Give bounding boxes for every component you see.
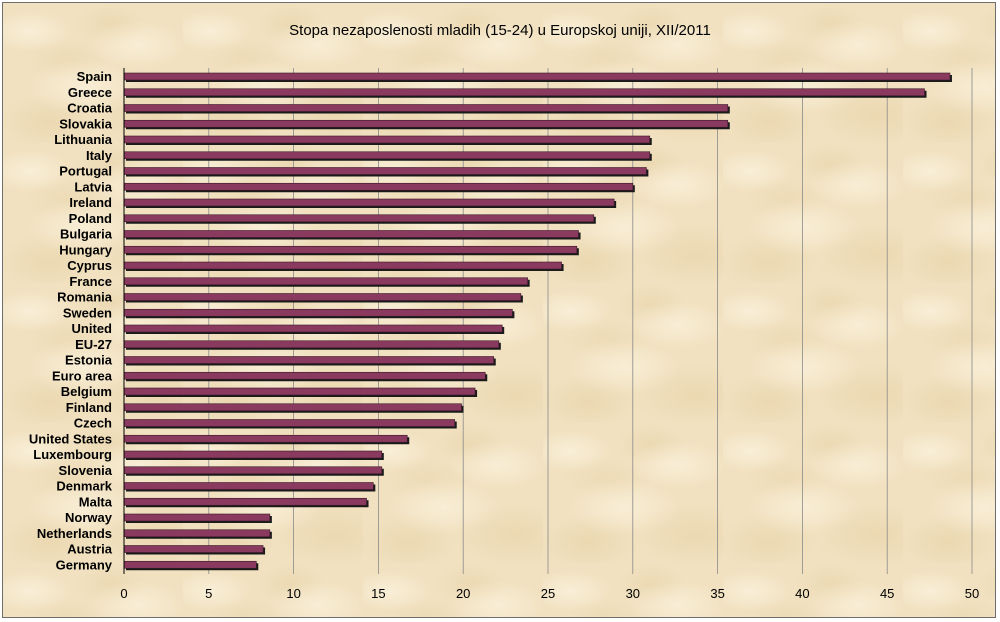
bar	[123, 419, 456, 427]
category-label: Austria	[67, 542, 113, 557]
x-tick-label: 30	[626, 586, 640, 601]
bars	[123, 72, 952, 571]
bar	[123, 434, 408, 443]
bar	[123, 261, 562, 270]
bar	[123, 545, 264, 553]
bar	[123, 245, 578, 254]
bar	[123, 387, 476, 396]
x-tick-label: 20	[456, 586, 470, 601]
category-label: Romania	[57, 290, 113, 305]
x-tick-label: 35	[710, 586, 724, 601]
bar	[123, 482, 374, 490]
bar	[123, 356, 495, 364]
bar	[123, 513, 271, 522]
category-label: Portugal	[59, 164, 112, 179]
category-label: Euro area	[52, 368, 113, 383]
category-label: Malta	[79, 494, 113, 509]
bar	[123, 497, 367, 506]
category-label: France	[69, 274, 112, 289]
x-tick-label: 45	[880, 586, 894, 601]
category-label: Cyprus	[67, 258, 112, 273]
chart-title: Stopa nezaposlenosti mladih (15-24) u Eu…	[289, 22, 711, 39]
category-label: United	[72, 321, 113, 336]
x-axis-ticks: 0 5 10 15 20 25 30 35 40 45 50	[120, 586, 979, 601]
category-label: Hungary	[59, 242, 113, 257]
bar	[123, 529, 271, 538]
category-label: Estonia	[65, 353, 113, 368]
bar	[123, 403, 462, 412]
bar	[123, 340, 500, 349]
bar	[123, 182, 634, 191]
x-tick-label: 50	[965, 586, 979, 601]
bar	[123, 371, 486, 380]
category-label: United States	[29, 431, 112, 446]
bar	[123, 230, 579, 238]
x-tick-label: 40	[795, 586, 809, 601]
bar	[123, 324, 503, 333]
category-label: Czech	[74, 416, 112, 431]
bar	[123, 560, 257, 569]
category-label: Italy	[86, 148, 113, 163]
category-label: EU-27	[75, 337, 112, 352]
category-label: Netherlands	[37, 526, 112, 541]
category-label: Norway	[65, 510, 113, 525]
category-label: Sweden	[63, 305, 112, 320]
category-label: Germany	[56, 557, 113, 572]
category-label: Slovenia	[59, 463, 113, 478]
category-label: Bulgaria	[60, 227, 113, 242]
bar	[123, 277, 528, 286]
x-tick-label: 10	[286, 586, 300, 601]
x-tick-label: 5	[205, 586, 212, 601]
bar	[123, 308, 513, 317]
category-label: Croatia	[67, 101, 113, 116]
category-label: Ireland	[69, 195, 112, 210]
category-label: Belgium	[61, 384, 112, 399]
category-label: Poland	[69, 211, 112, 226]
bar	[123, 151, 651, 160]
bar	[123, 293, 522, 301]
x-tick-label: 0	[120, 586, 127, 601]
x-tick-label: 15	[371, 586, 385, 601]
bar	[123, 104, 729, 112]
bar	[123, 450, 383, 459]
bar	[123, 167, 647, 175]
category-label: Greece	[68, 85, 112, 100]
bar	[123, 198, 615, 207]
category-label: Finland	[66, 400, 112, 415]
bar	[123, 135, 651, 144]
category-labels: SpainGreeceCroatiaSlovakiaLithuaniaItaly…	[29, 69, 113, 572]
category-label: Spain	[77, 69, 112, 84]
bar	[123, 88, 925, 97]
bar	[123, 466, 383, 475]
category-label: Luxembourg	[33, 447, 112, 462]
category-label: Lithuania	[54, 132, 113, 147]
category-label: Slovakia	[59, 116, 113, 131]
x-tick-label: 25	[541, 586, 555, 601]
category-label: Denmark	[56, 479, 112, 494]
bar	[123, 214, 595, 223]
bar	[123, 72, 951, 81]
bar	[123, 119, 729, 128]
category-label: Latvia	[74, 179, 112, 194]
